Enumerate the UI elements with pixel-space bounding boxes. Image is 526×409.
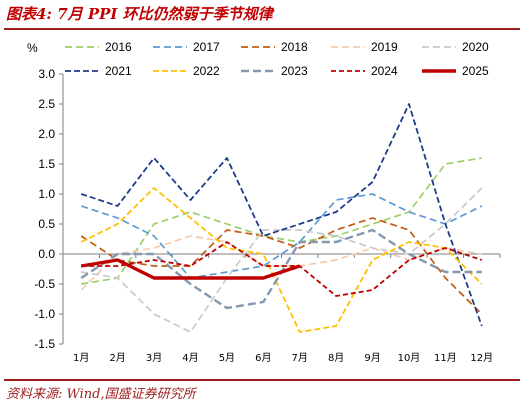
title-rule bbox=[4, 28, 520, 30]
legend-label-2025: 2025 bbox=[462, 64, 489, 78]
legend-label-2019: 2019 bbox=[371, 40, 398, 54]
legend-label-2024: 2024 bbox=[371, 64, 398, 78]
y-unit-label: % bbox=[27, 41, 38, 55]
x-tick-label: 10月 bbox=[398, 352, 421, 364]
legend-label-2021: 2021 bbox=[105, 64, 132, 78]
x-tick-label: 3月 bbox=[146, 352, 162, 364]
y-tick-label: -1.0 bbox=[34, 307, 55, 321]
legend-label-2017: 2017 bbox=[193, 40, 220, 54]
legend-label-2018: 2018 bbox=[281, 40, 308, 54]
line-chart: %3.0 2.5 2.0 1.5 1.0 0.5 0.0 -0.5 -1.0 -1.5 1月 2月 3月… bbox=[27, 40, 501, 364]
x-tick-label: 5月 bbox=[219, 352, 235, 364]
y-tick-label: 0.5 bbox=[38, 217, 55, 231]
legend-label-2016: 2016 bbox=[105, 40, 132, 54]
x-tick-label: 4月 bbox=[182, 352, 198, 364]
x-tick-label: 12月 bbox=[470, 352, 493, 364]
source-note: 资料来源: Wind,国盛证券研究所 bbox=[6, 387, 196, 402]
series-line-2021 bbox=[80, 103, 483, 327]
series-line-2022 bbox=[80, 187, 483, 333]
series-line-2018 bbox=[80, 217, 483, 315]
x-tick-label: 2月 bbox=[109, 352, 125, 364]
series-line-2020 bbox=[81, 187, 483, 333]
figure-title: 图表4: 7月 PPI 环比仍然弱于季节规律 bbox=[6, 5, 273, 23]
series-line-2017 bbox=[80, 193, 483, 279]
y-tick-label: 2.5 bbox=[38, 97, 55, 111]
legend-label-2020: 2020 bbox=[462, 40, 489, 54]
y-tick-label: 1.5 bbox=[38, 157, 55, 171]
y-tick-label: 0.0 bbox=[38, 247, 55, 261]
y-tick-label: -1.5 bbox=[34, 337, 55, 351]
source-rule bbox=[4, 379, 520, 381]
x-tick-label: 7月 bbox=[292, 352, 308, 364]
x-tick-label: 11月 bbox=[434, 352, 457, 364]
legend-label-2022: 2022 bbox=[193, 64, 220, 78]
y-tick-label: 1.0 bbox=[38, 187, 55, 201]
y-tick-label: -0.5 bbox=[34, 277, 55, 291]
x-tick-label: 8月 bbox=[328, 352, 344, 364]
series-line-2024 bbox=[81, 241, 483, 297]
x-tick-label: 6月 bbox=[255, 352, 271, 364]
series-line-2016 bbox=[81, 157, 482, 285]
x-tick-label: 9月 bbox=[364, 352, 380, 364]
x-tick-label: 1月 bbox=[73, 352, 89, 364]
legend-label-2023: 2023 bbox=[281, 64, 308, 78]
y-tick-label: 2.0 bbox=[38, 127, 55, 141]
y-tick-label: 3.0 bbox=[38, 67, 55, 81]
series-line-2025 bbox=[80, 258, 301, 280]
